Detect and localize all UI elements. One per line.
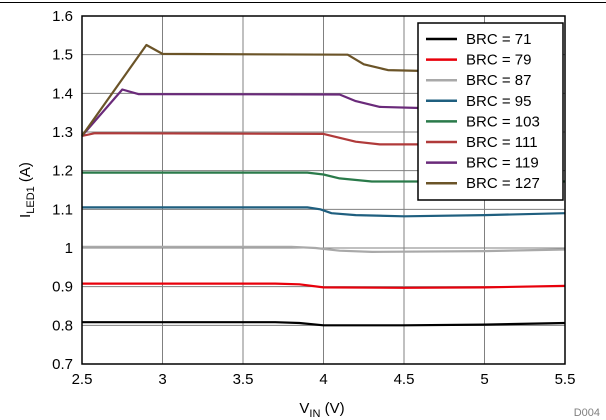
series-line-8 xyxy=(81,43,421,137)
legend-label: BRC = 71 xyxy=(466,31,531,48)
legend-box xyxy=(417,22,564,201)
series-line-2 xyxy=(82,282,566,289)
x-tick-label: 2.5 xyxy=(72,371,93,388)
figure-id-label: D004 xyxy=(574,407,600,419)
legend-label: BRC = 87 xyxy=(466,72,531,89)
series-line-6 xyxy=(81,132,421,146)
x-tick-label: 5.5 xyxy=(555,371,576,388)
y-tick-label: 0.7 xyxy=(52,356,73,373)
y-tick-label: 1.5 xyxy=(52,47,73,64)
x-tick-label: 3.5 xyxy=(233,371,254,388)
y-tick-label: 1.4 xyxy=(52,85,73,102)
legend-label: BRC = 79 xyxy=(466,52,531,69)
legend-label: BRC = 119 xyxy=(466,155,539,172)
x-tick-label: 5 xyxy=(480,371,488,388)
x-tick-label: 3 xyxy=(158,371,166,388)
y-tick-label: 1 xyxy=(65,240,73,257)
y-tick-label: 1.2 xyxy=(52,163,73,180)
y-tick-label: 0.9 xyxy=(52,279,73,296)
series-line-1 xyxy=(82,321,566,327)
legend-label: BRC = 95 xyxy=(466,93,531,110)
y-tick-label: 1.6 xyxy=(52,8,73,25)
x-axis-title: VIN (V) xyxy=(299,400,344,420)
series-line-4 xyxy=(82,206,566,218)
legend-label: BRC = 103 xyxy=(466,113,540,130)
series-line-3 xyxy=(82,245,566,253)
y-tick-label: 1.3 xyxy=(52,124,73,141)
top-rule xyxy=(0,2,606,3)
legend-label: BRC = 111 xyxy=(466,134,538,151)
legend: BRC = 71 BRC = 79 BRC = 87 BRC = 95 BRC = 10… xyxy=(417,22,564,201)
plot-frame xyxy=(81,15,566,365)
legend-label: BRC = 127 xyxy=(466,175,540,192)
x-tick-label: 4 xyxy=(319,371,327,388)
tick-labels: 2.5 3 3.5 4 4.5 5 5.5 0.7 0.8 0.9 1 1.1 1.2 1.3 1.4 1.5… xyxy=(52,8,575,388)
y-axis-title: ILED1 (A) xyxy=(17,162,37,218)
y-tick-label: 0.8 xyxy=(52,317,73,334)
series-line-7 xyxy=(81,88,421,137)
series-line-5 xyxy=(82,171,565,183)
series-lines xyxy=(81,43,566,327)
y-tick-label: 1.1 xyxy=(52,201,73,218)
x-tick-label: 4.5 xyxy=(394,371,415,388)
